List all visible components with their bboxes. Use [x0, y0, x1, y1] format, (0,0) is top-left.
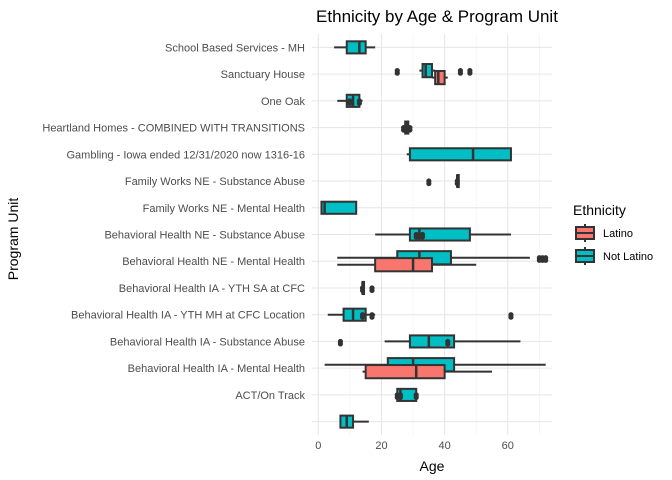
boxes: [320, 40, 549, 429]
outlier-point: [369, 314, 375, 320]
box-not-latino: [400, 120, 413, 135]
legend-label: Latino: [603, 228, 633, 240]
x-tick-label: 60: [502, 440, 514, 452]
outlier-point: [397, 394, 404, 400]
outlier-point: [407, 127, 413, 133]
box-not-latino: [375, 227, 511, 242]
box-not-latino: [327, 307, 514, 322]
box-body: [408, 147, 512, 162]
category-label: Behavioral Health IA - YTH MH at CFC Loc…: [71, 310, 305, 322]
category-label: Family Works NE - Mental Health: [143, 203, 305, 215]
category-label: Behavioral Health IA - Substance Abuse: [110, 336, 305, 348]
outlier-point: [508, 314, 514, 320]
box-not-latino: [394, 63, 473, 79]
outlier-point: [454, 180, 460, 187]
box-body: [374, 257, 434, 273]
category-label: One Oak: [261, 96, 306, 108]
legend-title: Ethnicity: [573, 202, 626, 218]
outlier-point: [359, 287, 366, 294]
box-not-latino: [337, 250, 549, 266]
outlier-point: [543, 257, 549, 263]
category-label: Behavioral Health IA - Mental Health: [128, 363, 305, 375]
box-not-latino: [334, 40, 376, 55]
box-not-latino: [337, 93, 363, 108]
category-label: School Based Services - MH: [165, 42, 305, 54]
category-label: Heartland Homes - COMBINED WITH TRANSITI…: [42, 123, 305, 135]
legend-item: Latino: [575, 224, 633, 242]
box-body: [345, 40, 367, 55]
x-tick-label: 40: [439, 440, 451, 452]
outlier-point: [347, 100, 353, 106]
outlier-point: [419, 234, 426, 240]
box-not-latino: [394, 387, 419, 402]
outlier-point: [356, 100, 362, 106]
box-body: [421, 63, 433, 79]
box-latino: [432, 69, 448, 86]
outlier-point: [413, 394, 419, 400]
box-body: [320, 200, 358, 215]
category-label: Behavioral Health IA - YTH SA at CFC: [119, 283, 305, 295]
outlier-point: [445, 341, 451, 347]
category-label: Sanctuary House: [221, 69, 305, 81]
legend: Ethnicity Latino Not Latino: [573, 202, 653, 265]
box-not-latino: [426, 173, 460, 189]
legend-item: Not Latino: [575, 247, 653, 265]
legend-label: Not Latino: [603, 251, 653, 263]
box-body: [434, 69, 446, 86]
y-axis-label: Program Unit: [5, 198, 21, 281]
outlier-point: [426, 180, 432, 187]
outlier-point: [413, 234, 419, 240]
box-latino: [337, 257, 477, 273]
box-not-latino: [406, 147, 512, 162]
outlier-point: [337, 341, 344, 347]
box-latino: [362, 364, 492, 380]
category-label: Family Works NE - Substance Abuse: [125, 176, 305, 188]
outlier-point: [457, 70, 464, 76]
category-label: Behavioral Health NE - Mental Health: [122, 256, 305, 268]
box-not-latino: [339, 414, 369, 429]
outlier-point: [467, 70, 473, 76]
category-label: Behavioral Health NE - Substance Abuse: [104, 230, 305, 242]
outlier-point: [359, 314, 366, 320]
box-not-latino: [359, 280, 375, 296]
x-tick-label: 20: [375, 440, 387, 452]
x-ticks: 0 20 40 60: [315, 440, 514, 452]
x-tick-label: 0: [315, 440, 321, 452]
box-body: [408, 334, 456, 349]
box-not-latino: [337, 334, 521, 349]
category-labels: School Based Services - MH Sanctuary Hous…: [42, 42, 305, 402]
x-axis-label: Age: [420, 458, 445, 474]
category-label: Gambling - Iowa ended 12/31/2020 now 131…: [66, 149, 305, 161]
box-not-latino: [320, 200, 358, 215]
outlier-point: [394, 70, 400, 76]
chart-title: Ethnicity by Age & Program Unit: [316, 7, 558, 26]
outlier-point: [369, 287, 375, 294]
category-label: ACT/On Track: [235, 390, 305, 402]
box-body: [364, 364, 446, 380]
